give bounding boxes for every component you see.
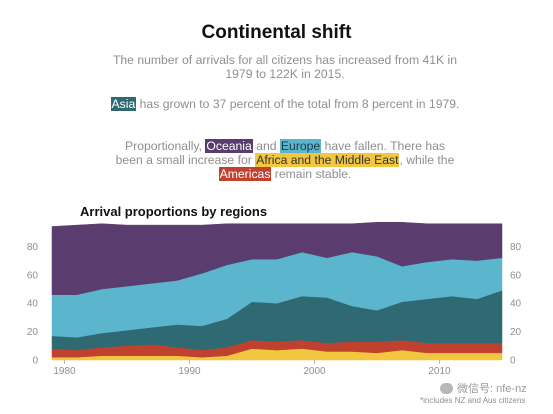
proportions-text-4: , while the bbox=[399, 153, 455, 167]
oceania-highlight: Oceania bbox=[205, 139, 253, 153]
intro-paragraph: The number of arrivals for all citizens … bbox=[112, 53, 458, 81]
proportions-text-2: and bbox=[252, 139, 280, 153]
asia-paragraph: Asia has grown to 37 percent of the tota… bbox=[110, 97, 460, 111]
asia-highlight: Asia bbox=[110, 97, 137, 111]
americas-highlight: Americas bbox=[218, 167, 272, 181]
y-tick-right-80: 80 bbox=[510, 242, 522, 253]
y-tick-right-20: 20 bbox=[510, 327, 522, 338]
x-tick-label-1980: 1980 bbox=[53, 366, 76, 377]
page-title: Continental shift bbox=[201, 22, 352, 43]
asia-paragraph-text: has grown to 37 percent of the total fro… bbox=[136, 97, 460, 111]
proportions-text-1: Proportionally, bbox=[125, 139, 206, 153]
y-tick-left-80: 80 bbox=[27, 242, 39, 253]
proportions-text-5: remain stable. bbox=[271, 167, 352, 181]
x-tick-label-1990: 1990 bbox=[178, 366, 201, 377]
x-tick-label-2010: 2010 bbox=[428, 366, 451, 377]
footnote: *includes NZ and Aus citizens bbox=[420, 396, 526, 405]
watermark: 微信号: nfe-nz bbox=[440, 380, 527, 396]
proportions-text-3: have fallen. There has been a small incr… bbox=[115, 139, 445, 167]
y-tick-left-60: 60 bbox=[27, 270, 39, 281]
y-tick-left-20: 20 bbox=[27, 327, 39, 338]
y-tick-left-0: 0 bbox=[32, 356, 38, 367]
y-tick-right-60: 60 bbox=[510, 270, 522, 281]
africa-highlight: Africa and the Middle East bbox=[255, 153, 400, 167]
area-series-oceania bbox=[51, 222, 503, 295]
x-tick-label-2000: 2000 bbox=[303, 366, 326, 377]
chart-title: Arrival proportions by regions bbox=[80, 204, 268, 219]
wechat-icon bbox=[440, 382, 453, 394]
y-tick-right-0: 0 bbox=[510, 356, 516, 367]
y-tick-left-40: 40 bbox=[27, 299, 39, 310]
europe-highlight: Europe bbox=[279, 139, 322, 153]
watermark-text: 微信号: nfe-nz bbox=[457, 383, 527, 395]
proportions-paragraph: Proportionally, Oceania and Europe have … bbox=[110, 139, 460, 181]
y-tick-right-40: 40 bbox=[510, 299, 522, 310]
